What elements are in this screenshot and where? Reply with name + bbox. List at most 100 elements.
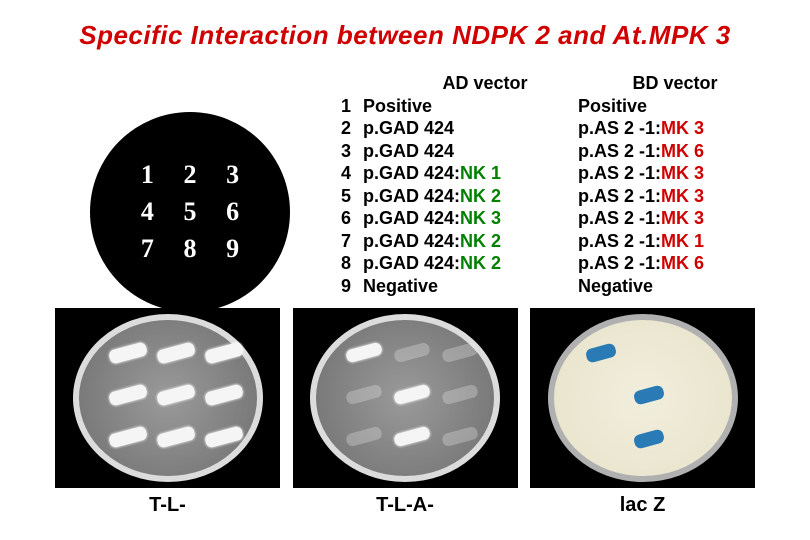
plate-wrap: T-L-A- [293, 308, 518, 533]
colony-streak [582, 384, 615, 405]
colony-streak [107, 425, 147, 448]
ad-vector-cell: Positive [363, 95, 578, 118]
bd-suffix: MK 3 [661, 118, 704, 138]
disk-number-grid: 123 456 789 [126, 156, 254, 268]
colony-streak [632, 428, 665, 449]
colony-streak [393, 342, 431, 364]
colony-streak [678, 426, 711, 447]
colony-streak [393, 426, 431, 448]
plate-frame [55, 308, 280, 488]
colony-streak [155, 341, 195, 364]
row-index: 9 [335, 275, 363, 298]
petri-plate [310, 314, 500, 482]
colony-streak [630, 342, 663, 363]
row-index: 7 [335, 230, 363, 253]
table-row: 6p.GAD 424:NK 3p.AS 2 -1:MK 3 [335, 207, 760, 230]
table-row: 4p.GAD 424:NK 1p.AS 2 -1:MK 3 [335, 162, 760, 185]
colony-streak [155, 383, 195, 406]
plate-frame [293, 308, 518, 488]
colony-streak [107, 383, 147, 406]
disk-number: 2 [183, 160, 196, 190]
table-header-row: AD vector BD vector [335, 72, 760, 95]
colony-streak [584, 342, 617, 363]
bd-suffix: MK 6 [661, 253, 704, 273]
colony-streak [441, 426, 479, 448]
colony-streak [345, 426, 383, 448]
bd-suffix: MK 3 [661, 208, 704, 228]
colony-streak [345, 342, 383, 364]
header-bd-vector: BD vector [590, 72, 760, 95]
petri-plate [548, 314, 738, 482]
disk-number: 4 [141, 197, 154, 227]
plate-wrap: lac Z [530, 308, 755, 533]
bd-vector-cell: p.AS 2 -1:MK 3 [578, 117, 758, 140]
colony-streak [203, 425, 243, 448]
disk-number: 3 [226, 160, 239, 190]
ad-vector-cell: p.GAD 424:NK 3 [363, 207, 578, 230]
ad-vector-cell: p.GAD 424 [363, 117, 578, 140]
plate-frame [530, 308, 755, 488]
bd-suffix: MK 1 [661, 231, 704, 251]
bd-suffix: MK 3 [661, 163, 704, 183]
colony-streak [107, 341, 147, 364]
table-row: 7p.GAD 424:NK 2p.AS 2 -1:MK 1 [335, 230, 760, 253]
vector-table: AD vector BD vector 1PositivePositive2p.… [335, 72, 760, 297]
row-index: 5 [335, 185, 363, 208]
bd-vector-cell: p.AS 2 -1:MK 6 [578, 140, 758, 163]
bd-suffix: MK 3 [661, 186, 704, 206]
table-row: 1PositivePositive [335, 95, 760, 118]
colony-streak [155, 425, 195, 448]
colony-streak [441, 384, 479, 406]
plate-label: T-L-A- [293, 494, 518, 517]
bd-vector-cell: p.AS 2 -1:MK 3 [578, 162, 758, 185]
ad-vector-cell: p.GAD 424:NK 1 [363, 162, 578, 185]
ad-vector-cell: p.GAD 424 [363, 140, 578, 163]
header-ad-vector: AD vector [385, 72, 585, 95]
plate-label: lac Z [530, 494, 755, 517]
plates-row: T-L- T-L-A-lac Z [55, 308, 755, 533]
row-index: 4 [335, 162, 363, 185]
bd-vector-cell: Positive [578, 95, 758, 118]
bd-vector-cell: Negative [578, 275, 758, 298]
colony-streak [203, 341, 243, 364]
ad-vector-cell: p.GAD 424:NK 2 [363, 230, 578, 253]
row-index: 8 [335, 252, 363, 275]
disk-number: 7 [141, 234, 154, 264]
layout-disk: 123 456 789 [90, 112, 290, 312]
disk-number: 5 [183, 197, 196, 227]
disk-number: 9 [226, 234, 239, 264]
table-row: 9NegativeNegative [335, 275, 760, 298]
colony-streak [632, 384, 665, 405]
bd-vector-cell: p.AS 2 -1:MK 1 [578, 230, 758, 253]
colony-streak [345, 384, 383, 406]
disk-number: 1 [141, 160, 154, 190]
ad-vector-cell: p.GAD 424:NK 2 [363, 185, 578, 208]
row-index: 6 [335, 207, 363, 230]
top-row: 123456789 AD vector BD vector 1PositiveP… [0, 72, 810, 302]
table-row: 2p.GAD 424p.AS 2 -1:MK 3 [335, 117, 760, 140]
row-index: 3 [335, 140, 363, 163]
ad-suffix: NK 2 [460, 186, 501, 206]
ad-vector-cell: p.GAD 424:NK 2 [363, 252, 578, 275]
plate-wrap: T-L- [55, 308, 280, 533]
ad-suffix: NK 2 [460, 231, 501, 251]
bd-vector-cell: p.AS 2 -1:MK 3 [578, 207, 758, 230]
disk-number: 8 [183, 234, 196, 264]
bd-vector-cell: p.AS 2 -1:MK 6 [578, 252, 758, 275]
bd-suffix: MK 6 [661, 141, 704, 161]
disk-number: 6 [226, 197, 239, 227]
colony-streak [678, 384, 711, 405]
table-body: 1PositivePositive2p.GAD 424p.AS 2 -1:MK … [335, 95, 760, 298]
bd-vector-cell: p.AS 2 -1:MK 3 [578, 185, 758, 208]
colony-streak [393, 384, 431, 406]
ad-suffix: NK 3 [460, 208, 501, 228]
colony-streak [678, 342, 711, 363]
table-row: 3p.GAD 424p.AS 2 -1:MK 6 [335, 140, 760, 163]
slide-title: Specific Interaction between NDPK 2 and … [0, 0, 810, 51]
table-row: 5p.GAD 424:NK 2p.AS 2 -1:MK 3 [335, 185, 760, 208]
row-index: 2 [335, 117, 363, 140]
colony-streak [203, 383, 243, 406]
ad-suffix: NK 2 [460, 253, 501, 273]
petri-plate [73, 314, 263, 482]
row-index: 1 [335, 95, 363, 118]
